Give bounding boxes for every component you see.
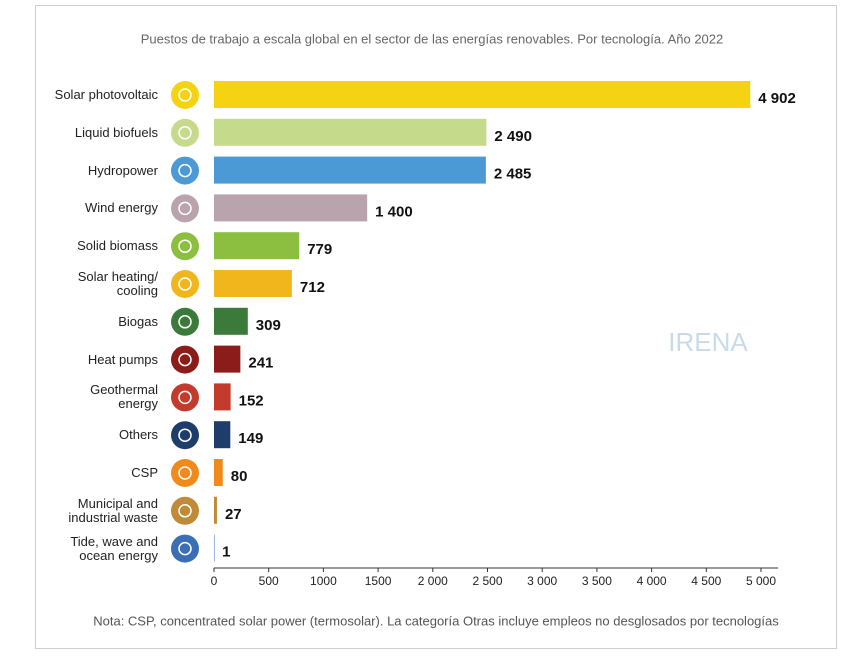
x-tick-label: 1500 bbox=[365, 574, 392, 588]
x-tick-label: 3 000 bbox=[527, 574, 557, 588]
value-label: 80 bbox=[231, 468, 248, 485]
category-label: Solid biomass bbox=[77, 238, 158, 254]
category-icon bbox=[171, 118, 199, 147]
category-label: Others bbox=[118, 427, 158, 443]
category-label: Tide, wave and ocean energy bbox=[70, 533, 158, 563]
category-label: Solar heating/ cooling bbox=[77, 269, 158, 298]
x-tick-label: 4 500 bbox=[691, 574, 721, 588]
bar bbox=[214, 156, 486, 184]
category-icon-glyph bbox=[178, 541, 192, 556]
bar bbox=[214, 459, 223, 486]
bar bbox=[214, 118, 487, 146]
value-label: 779 bbox=[307, 241, 332, 258]
note: Nota: CSP, concentrated solar power (ter… bbox=[93, 613, 779, 628]
x-tick-label: 500 bbox=[259, 574, 279, 588]
category-label: Geothermal energy bbox=[90, 382, 158, 412]
bar bbox=[214, 345, 241, 373]
category-icon-glyph bbox=[178, 504, 192, 518]
category-icon bbox=[171, 270, 199, 298]
bar bbox=[214, 421, 231, 449]
category-icon-glyph bbox=[178, 239, 192, 253]
chart-title: Puestos de trabajo a escala global en el… bbox=[141, 31, 724, 46]
category-label: Municipal and industrial waste bbox=[68, 495, 158, 525]
bar bbox=[214, 383, 231, 411]
bar bbox=[214, 307, 248, 335]
category-icon bbox=[171, 421, 199, 450]
category-icon-glyph bbox=[178, 201, 192, 216]
bar bbox=[214, 496, 217, 524]
category-label: Biogas bbox=[118, 313, 158, 329]
category-icon-glyph bbox=[178, 466, 192, 480]
watermark: IRENA bbox=[668, 327, 748, 357]
value-label: 2 485 bbox=[494, 166, 532, 183]
category-icon bbox=[171, 534, 199, 563]
x-tick-label: 4 000 bbox=[637, 574, 667, 588]
value-label: 309 bbox=[256, 317, 281, 334]
category-label: Hydropower bbox=[87, 162, 158, 178]
category-icon bbox=[171, 459, 199, 487]
bar bbox=[214, 81, 751, 108]
value-label: 27 bbox=[225, 506, 242, 523]
x-tick-label: 2 500 bbox=[472, 574, 502, 588]
bar bbox=[214, 194, 368, 222]
category-label: Heat pumps bbox=[87, 351, 158, 367]
category-label: Solar photovoltaic bbox=[54, 87, 158, 102]
bar bbox=[214, 534, 215, 562]
category-label: CSP bbox=[131, 465, 158, 480]
category-icon bbox=[171, 496, 199, 525]
category-icon-glyph bbox=[178, 315, 192, 329]
category-icon-glyph bbox=[178, 277, 192, 291]
value-label: 4 902 bbox=[758, 90, 796, 107]
value-label: 1 bbox=[222, 544, 230, 561]
category-icon-glyph bbox=[178, 390, 192, 405]
category-icon bbox=[171, 345, 199, 374]
category-icon bbox=[171, 232, 199, 261]
category-icon bbox=[171, 81, 199, 109]
value-label: 1 400 bbox=[375, 203, 413, 220]
category-icon bbox=[171, 194, 199, 223]
x-tick-label: 5 000 bbox=[746, 574, 776, 588]
bar bbox=[214, 232, 300, 260]
x-tick-label: 0 bbox=[211, 574, 218, 588]
category-label: Liquid biofuels bbox=[74, 124, 158, 140]
frame bbox=[35, 5, 837, 649]
category-icon-glyph bbox=[178, 88, 192, 102]
value-label: 152 bbox=[239, 392, 264, 409]
x-tick-label: 1000 bbox=[310, 574, 337, 588]
value-label: 2 490 bbox=[494, 128, 532, 145]
category-icon-glyph bbox=[178, 352, 192, 367]
category-icon bbox=[171, 156, 199, 185]
category-icon bbox=[171, 307, 199, 336]
category-icon-glyph bbox=[178, 163, 192, 178]
x-tick-label: 3 500 bbox=[582, 574, 612, 588]
category-icon-glyph bbox=[178, 126, 192, 140]
value-label: 712 bbox=[300, 279, 325, 296]
bar bbox=[214, 270, 292, 297]
value-label: 149 bbox=[238, 430, 263, 447]
category-label: Wind energy bbox=[85, 200, 158, 216]
category-icon bbox=[171, 383, 199, 412]
x-tick-label: 2 000 bbox=[418, 574, 448, 588]
value-label: 241 bbox=[248, 355, 273, 372]
category-icon-glyph bbox=[178, 428, 192, 442]
